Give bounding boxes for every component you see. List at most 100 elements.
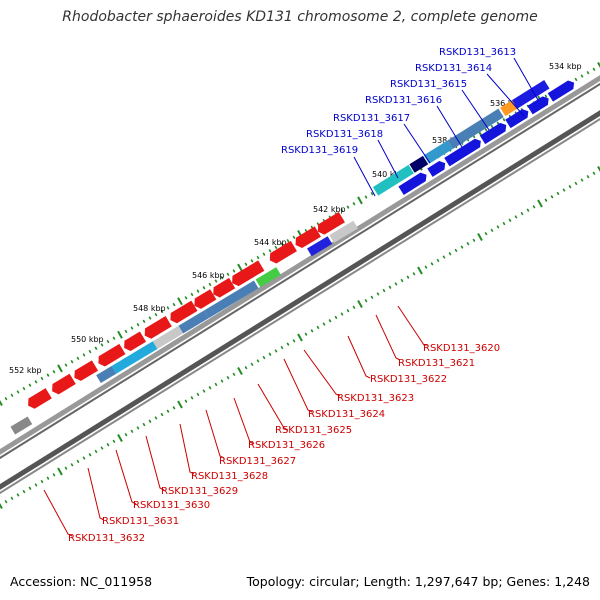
gene-rev-a2[interactable]: [49, 373, 76, 397]
forward-genes: [372, 78, 577, 196]
minor-tick: [88, 453, 92, 457]
minor-tick: [520, 211, 524, 216]
gene-3617[interactable]: [409, 155, 429, 173]
major-tick: [537, 199, 543, 208]
gene-label-3627[interactable]: RSKD131_3627: [219, 456, 296, 467]
gene-3624[interactable]: [307, 236, 333, 257]
major-tick: [237, 263, 243, 272]
minor-tick: [448, 252, 452, 256]
major-tick: [597, 62, 600, 69]
gene-label-3631[interactable]: RSKD131_3631: [102, 516, 179, 527]
gene-label-3625[interactable]: RSKD131_3625: [275, 425, 352, 436]
gene-label-3620[interactable]: RSKD131_3620: [423, 343, 500, 354]
gene-3613[interactable]: [510, 80, 550, 110]
minor-tick: [430, 262, 434, 266]
gene-fwd-b1[interactable]: [427, 159, 448, 177]
gene-3616[interactable]: [423, 140, 453, 164]
gene-label-3628[interactable]: RSKD131_3628: [191, 471, 268, 482]
gene-label-3626[interactable]: RSKD131_3626: [248, 440, 325, 451]
gene-label-3632[interactable]: RSKD131_3632: [68, 533, 145, 544]
minor-tick: [16, 493, 20, 497]
gene-rev-b5[interactable]: [96, 365, 117, 383]
minor-tick: [232, 269, 236, 273]
gene-rev-b2[interactable]: [178, 310, 209, 334]
tick-label-534: 534 kbp: [549, 62, 582, 71]
major-tick: [297, 333, 303, 342]
gene-label-3619[interactable]: RSKD131_3619: [281, 145, 358, 156]
gene-label-3614[interactable]: RSKD131_3614: [415, 63, 492, 74]
gene-rev-b6[interactable]: [10, 416, 33, 435]
forward-leader-lines: [353, 57, 539, 197]
minor-tick: [370, 295, 374, 299]
major-tick: [597, 166, 600, 173]
minor-tick: [364, 195, 368, 199]
major-tick: [117, 434, 123, 442]
gene-label-3621[interactable]: RSKD131_3621: [398, 358, 475, 369]
gene-rev-b3[interactable]: [152, 325, 184, 349]
minor-tick: [64, 466, 68, 470]
gene-3623[interactable]: [329, 220, 358, 243]
gene-3622[interactable]: [267, 240, 297, 266]
minor-tick: [400, 278, 404, 283]
gene-3618[interactable]: [372, 164, 414, 196]
minor-tick: [340, 312, 344, 316]
inner-tick-ring: [0, 166, 600, 509]
gene-3632[interactable]: [95, 343, 126, 369]
minor-tick: [268, 249, 272, 253]
minor-tick: [28, 486, 32, 490]
gene-3620[interactable]: [315, 212, 345, 237]
minor-tick: [292, 235, 296, 240]
minor-tick: [106, 339, 110, 344]
gene-rev-b1[interactable]: [204, 280, 259, 319]
minor-tick: [256, 255, 260, 260]
gene-fwd-b3[interactable]: [479, 121, 509, 145]
gene-3627[interactable]: [210, 277, 236, 300]
gene-3615[interactable]: [447, 108, 504, 149]
major-tick: [0, 399, 3, 406]
minor-tick: [352, 305, 356, 310]
minor-tick: [202, 286, 206, 290]
minor-tick: [244, 262, 248, 266]
gene-3626[interactable]: [229, 260, 265, 288]
tick-label-546: 546 kbp: [192, 271, 225, 280]
gene-3619[interactable]: [398, 171, 429, 195]
gene-3625[interactable]: [255, 267, 281, 288]
gene-fwd-b2[interactable]: [444, 137, 483, 167]
gene-label-3618[interactable]: RSKD131_3618: [306, 129, 383, 140]
gene-3628[interactable]: [191, 289, 217, 311]
minor-tick: [70, 359, 74, 364]
minor-tick: [208, 386, 212, 390]
minor-tick: [550, 195, 554, 199]
gene-label-3629[interactable]: RSKD131_3629: [161, 486, 238, 497]
gene-rev-a1[interactable]: [71, 360, 99, 383]
gene-fwd-b5[interactable]: [527, 94, 551, 115]
gene-rev-a3[interactable]: [25, 388, 52, 411]
gene-3630[interactable]: [142, 316, 172, 341]
gene-3621[interactable]: [292, 226, 321, 250]
minor-tick: [22, 489, 26, 494]
gene-label-3616[interactable]: RSKD131_3616: [365, 95, 442, 106]
gene-label-3630[interactable]: RSKD131_3630: [133, 500, 210, 511]
gene-3629[interactable]: [167, 300, 198, 326]
minor-tick: [304, 332, 308, 336]
gene-rev-b4[interactable]: [111, 341, 158, 374]
gene-label-3613[interactable]: RSKD131_3613: [439, 47, 516, 58]
major-tick: [177, 400, 183, 409]
minor-tick: [484, 231, 488, 236]
gene-label-3622[interactable]: RSKD131_3622: [370, 374, 447, 385]
gene-fwd-b6[interactable]: [547, 78, 577, 102]
gene-label-3624[interactable]: RSKD131_3624: [308, 409, 385, 420]
minor-tick: [70, 463, 74, 467]
minor-tick: [382, 288, 386, 293]
gene-label-3615[interactable]: RSKD131_3615: [390, 79, 467, 90]
gene-3631[interactable]: [121, 331, 147, 353]
gene-label-3617[interactable]: RSKD131_3617: [333, 113, 410, 124]
minor-tick: [346, 205, 350, 209]
major-tick: [357, 196, 363, 205]
minor-tick: [286, 239, 290, 243]
minor-tick: [196, 392, 200, 397]
minor-tick: [64, 363, 68, 367]
minor-tick: [88, 349, 92, 354]
gene-label-3623[interactable]: RSKD131_3623: [337, 393, 414, 404]
